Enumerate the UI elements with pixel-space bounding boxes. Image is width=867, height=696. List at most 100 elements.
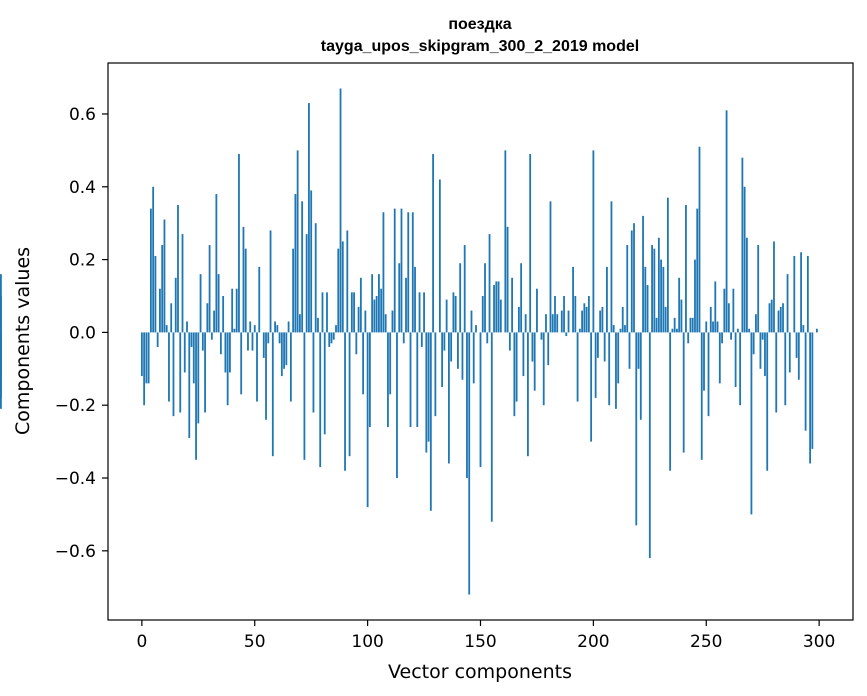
bar [479,332,482,468]
bar [233,328,236,333]
bar [761,332,764,340]
bar [612,325,615,333]
bar [687,332,690,344]
bar [197,332,200,424]
bar [143,332,146,406]
bar [488,234,491,333]
bar [732,288,735,333]
bar [578,328,581,333]
bar [355,332,358,355]
bar [750,332,753,515]
bar [506,226,509,333]
bar [653,248,656,333]
bar [262,332,265,358]
bar [714,281,717,333]
x-tick-label: 0 [136,632,147,652]
bar [764,332,766,377]
bar [784,332,787,406]
bar [323,332,326,435]
bar [581,310,583,333]
bar [475,325,477,333]
bar [599,310,602,333]
bar [443,332,446,351]
bar [409,332,412,428]
bar [256,332,258,402]
bar [567,310,570,333]
bar [698,146,701,333]
bar [766,332,769,471]
bar [572,266,574,333]
bar [231,288,234,333]
bar [238,154,240,333]
bar [445,299,448,333]
bar [319,332,322,468]
bar [490,332,493,522]
bar [705,321,708,333]
bar [344,332,346,471]
bar [269,230,272,333]
bar [357,306,360,333]
bar [768,303,771,333]
bar [215,194,218,333]
bar [741,157,744,333]
bars-group [0,88,818,595]
bar [149,208,152,333]
bar [145,332,148,384]
bar [685,204,687,333]
bar [206,303,209,333]
bar [547,332,550,366]
bar [712,321,714,333]
bar [522,332,525,377]
bar [305,234,308,333]
bar [484,263,486,333]
bar [560,310,563,333]
bar [468,332,471,595]
x-tick-label: 50 [244,632,266,652]
bar [565,332,568,337]
bar [470,310,473,333]
bar [610,201,613,333]
bar [402,332,405,344]
bar [380,288,383,333]
bar [339,88,342,333]
bar [450,332,453,362]
bar [292,248,295,333]
x-tick-label: 100 [351,632,383,652]
bar [348,332,351,457]
bar [556,314,559,333]
bar [536,288,538,333]
bar [140,332,143,377]
bar [391,310,394,333]
bar [574,295,577,333]
bar [624,325,626,333]
bar [217,274,220,333]
bar [655,317,658,333]
bar [400,208,403,333]
bar [596,332,599,358]
bar [545,314,547,333]
bar [752,332,755,355]
bar [174,277,177,333]
bar [296,150,299,333]
bar [694,259,696,333]
bar [707,332,710,417]
bar [700,332,703,460]
bar [405,277,407,333]
bar [244,248,247,333]
bar [664,306,667,333]
bar [786,274,789,333]
bar [811,332,814,449]
bar [637,332,640,369]
bar [337,248,340,333]
bar [210,332,213,340]
bar [190,332,193,347]
bar [459,263,462,333]
bar [621,306,624,333]
bar [226,332,229,406]
bar [615,332,617,409]
bar [499,299,502,333]
y-tick-label: 0.2 [69,251,96,271]
bar [457,332,459,369]
bar [633,223,635,333]
bar [531,332,534,362]
